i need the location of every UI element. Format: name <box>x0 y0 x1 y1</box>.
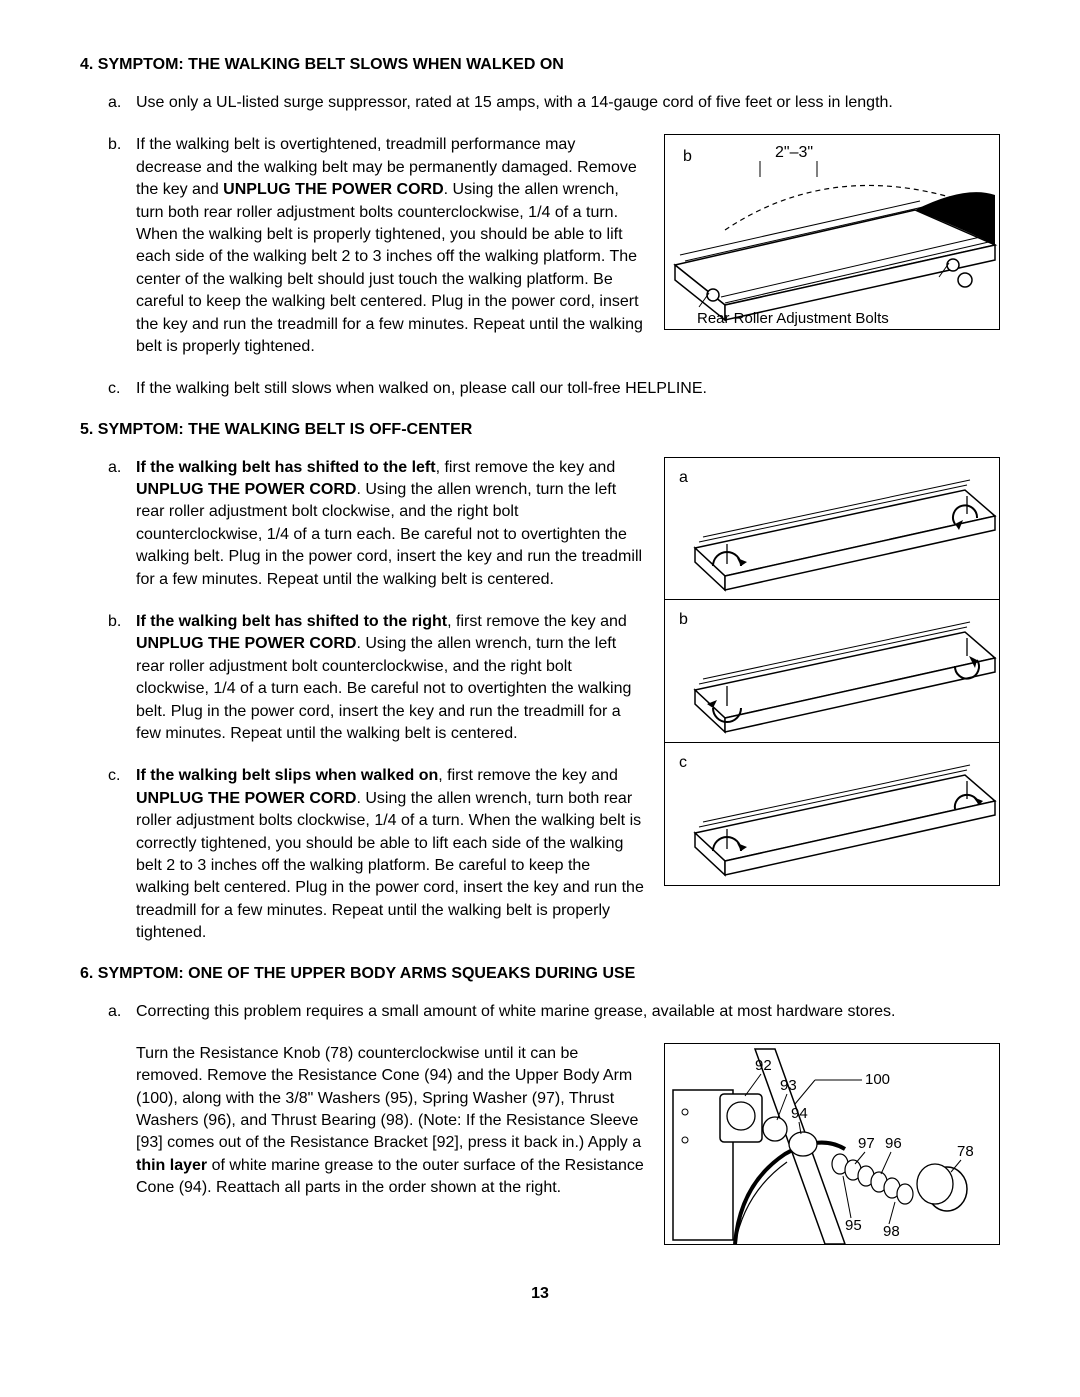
section-num: 4. <box>80 56 93 73</box>
page-number: 13 <box>80 1285 1000 1303</box>
svg-text:93: 93 <box>780 1077 797 1094</box>
section-title-text: SYMPTOM: THE WALKING BELT IS OFF-CENTER <box>98 421 473 438</box>
figure-5b: b <box>664 600 1000 743</box>
svg-text:97: 97 <box>858 1135 875 1152</box>
section-4-body: a. Use only a UL-listed surge suppressor… <box>108 92 1000 401</box>
item-text: If the walking belt slips when walked on… <box>136 765 644 944</box>
section-num: 5. <box>80 421 93 438</box>
section-5-title: 5. SYMPTOM: THE WALKING BELT IS OFF-CENT… <box>80 421 1000 439</box>
item-letter: c. <box>108 765 136 787</box>
item-letter: b. <box>108 611 136 633</box>
item-letter: a. <box>108 457 136 479</box>
section-5-textcol: a. If the walking belt has shifted to th… <box>108 457 644 945</box>
item-5b: b. If the walking belt has shifted to th… <box>108 611 644 745</box>
item-4b-row: b. If the walking belt is overtightened,… <box>108 134 1000 358</box>
svg-text:100: 100 <box>865 1071 890 1088</box>
item-text: If the walking belt still slows when wal… <box>136 378 1000 400</box>
svg-text:78: 78 <box>957 1143 974 1160</box>
item-5a: a. If the walking belt has shifted to th… <box>108 457 644 591</box>
svg-text:92: 92 <box>755 1057 772 1074</box>
section-5-body: a. If the walking belt has shifted to th… <box>108 457 1000 945</box>
item-text: Turn the Resistance Knob (78) counterclo… <box>136 1043 644 1200</box>
svg-text:95: 95 <box>845 1217 862 1234</box>
figure-measurement: 2"–3" <box>775 144 813 161</box>
manual-page: 4. SYMPTOM: THE WALKING BELT SLOWS WHEN … <box>0 0 1080 1343</box>
svg-text:94: 94 <box>791 1105 808 1122</box>
item-text: If the walking belt has shifted to the l… <box>136 457 644 591</box>
item-5c: c. If the walking belt slips when walked… <box>108 765 644 944</box>
section-6-body: a. Correcting this problem requires a sm… <box>108 1001 1000 1245</box>
section-title-text: SYMPTOM: ONE OF THE UPPER BODY ARMS SQUE… <box>98 965 636 982</box>
item-6a: a. Correcting this problem requires a sm… <box>108 1001 1000 1023</box>
section-4-title: 4. SYMPTOM: THE WALKING BELT SLOWS WHEN … <box>80 56 1000 74</box>
figure-5c: c <box>664 743 1000 886</box>
item-4b-textcol: b. If the walking belt is overtightened,… <box>108 134 644 358</box>
item-text: Correcting this problem requires a small… <box>136 1001 1000 1023</box>
item-4a: a. Use only a UL-listed surge suppressor… <box>108 92 1000 114</box>
figure-6: 92 93 94 100 97 96 78 95 <box>664 1043 1000 1245</box>
section-6-title: 6. SYMPTOM: ONE OF THE UPPER BODY ARMS S… <box>80 965 1000 983</box>
svg-text:b: b <box>679 611 688 628</box>
svg-text:96: 96 <box>885 1135 902 1152</box>
figure-5a: a <box>664 457 1000 600</box>
figure-4b: b 2"–3" <box>664 134 1000 330</box>
section-num: 6. <box>80 965 93 982</box>
item-letter: a. <box>108 1001 136 1023</box>
item-letter: a. <box>108 92 136 114</box>
item-6b-row: Turn the Resistance Knob (78) counterclo… <box>108 1043 1000 1245</box>
figure-caption: Rear Roller Adjustment Bolts <box>697 310 889 327</box>
item-text: If the walking belt has shifted to the r… <box>136 611 644 745</box>
item-text: Use only a UL-listed surge suppressor, r… <box>136 92 1000 114</box>
item-4c: c. If the walking belt still slows when … <box>108 378 1000 400</box>
section-title-text: SYMPTOM: THE WALKING BELT SLOWS WHEN WAL… <box>98 56 564 73</box>
figure-label: b <box>683 148 692 165</box>
svg-text:a: a <box>679 469 688 486</box>
item-letter: c. <box>108 378 136 400</box>
item-letter: b. <box>108 134 136 156</box>
figure-5-stack: a <box>664 457 1000 886</box>
svg-text:98: 98 <box>883 1223 900 1240</box>
svg-text:c: c <box>679 754 687 771</box>
item-text: If the walking belt is overtightened, tr… <box>136 134 644 358</box>
item-6b-textcol: Turn the Resistance Knob (78) counterclo… <box>108 1043 644 1200</box>
